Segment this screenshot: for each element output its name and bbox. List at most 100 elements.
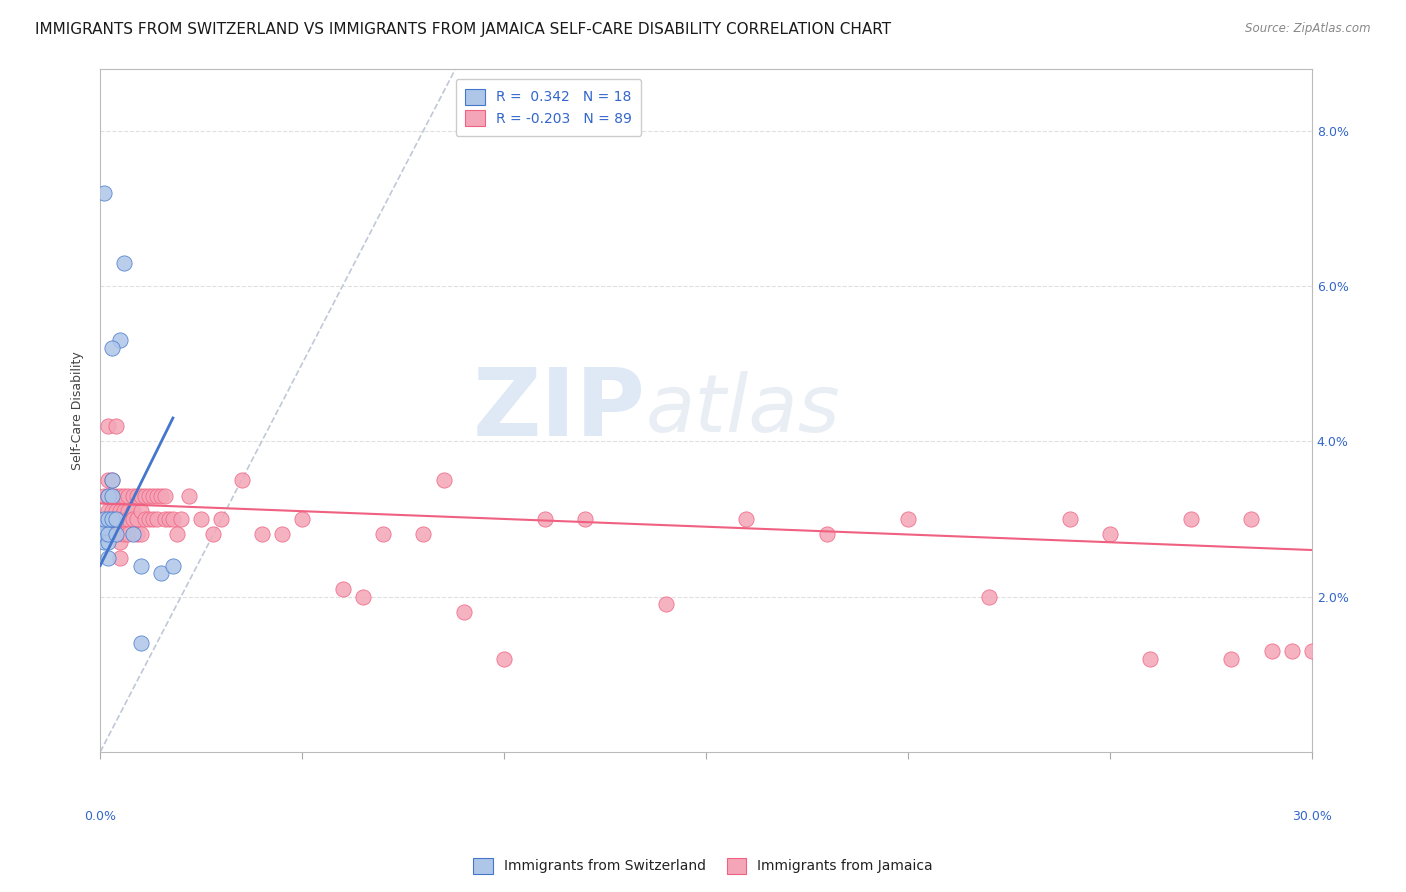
- Text: Source: ZipAtlas.com: Source: ZipAtlas.com: [1246, 22, 1371, 36]
- Point: [352, 590, 374, 604]
- Point: [105, 504, 128, 518]
- Point: [129, 558, 152, 573]
- Point: [815, 527, 838, 541]
- Point: [105, 489, 128, 503]
- Point: [105, 418, 128, 433]
- Point: [162, 558, 184, 573]
- Point: [1059, 512, 1081, 526]
- Point: [97, 473, 120, 487]
- Point: [110, 550, 132, 565]
- Legend: R =  0.342   N = 18, R = -0.203   N = 89: R = 0.342 N = 18, R = -0.203 N = 89: [456, 78, 641, 136]
- Point: [101, 527, 124, 541]
- Point: [134, 489, 156, 503]
- Point: [271, 527, 294, 541]
- Point: [412, 527, 434, 541]
- Point: [654, 598, 676, 612]
- Point: [114, 489, 136, 503]
- Point: [93, 512, 115, 526]
- Point: [101, 512, 124, 526]
- Point: [93, 186, 115, 200]
- Point: [101, 473, 124, 487]
- Point: [202, 527, 225, 541]
- Point: [453, 605, 475, 619]
- Point: [97, 418, 120, 433]
- Point: [101, 512, 124, 526]
- Point: [432, 473, 454, 487]
- Point: [117, 512, 139, 526]
- Point: [138, 489, 160, 503]
- Point: [125, 489, 148, 503]
- Point: [110, 334, 132, 348]
- Point: [97, 535, 120, 549]
- Point: [93, 489, 115, 503]
- Point: [105, 527, 128, 541]
- Point: [97, 550, 120, 565]
- Point: [149, 566, 172, 581]
- Point: [231, 473, 253, 487]
- Point: [1260, 644, 1282, 658]
- Point: [114, 504, 136, 518]
- Point: [977, 590, 1000, 604]
- Point: [157, 512, 180, 526]
- Point: [110, 512, 132, 526]
- Point: [1180, 512, 1202, 526]
- Point: [190, 512, 212, 526]
- Point: [117, 504, 139, 518]
- Point: [1240, 512, 1263, 526]
- Point: [110, 535, 132, 549]
- Point: [1139, 652, 1161, 666]
- Point: [291, 512, 314, 526]
- Point: [1220, 652, 1243, 666]
- Point: [101, 473, 124, 487]
- Point: [97, 489, 120, 503]
- Point: [1301, 644, 1323, 658]
- Point: [97, 512, 120, 526]
- Point: [897, 512, 920, 526]
- Point: [129, 489, 152, 503]
- Point: [110, 504, 132, 518]
- Point: [97, 504, 120, 518]
- Point: [125, 512, 148, 526]
- Point: [166, 527, 188, 541]
- Text: 30.0%: 30.0%: [1292, 810, 1331, 823]
- Point: [153, 489, 176, 503]
- Point: [332, 582, 354, 596]
- Point: [93, 527, 115, 541]
- Point: [101, 489, 124, 503]
- Point: [93, 535, 115, 549]
- Point: [134, 512, 156, 526]
- Point: [142, 512, 165, 526]
- Point: [129, 504, 152, 518]
- Point: [121, 489, 143, 503]
- Point: [138, 512, 160, 526]
- Point: [93, 519, 115, 533]
- Point: [129, 527, 152, 541]
- Point: [97, 527, 120, 541]
- Point: [93, 527, 115, 541]
- Point: [93, 512, 115, 526]
- Point: [114, 255, 136, 269]
- Text: ZIP: ZIP: [472, 364, 645, 456]
- Legend: Immigrants from Switzerland, Immigrants from Jamaica: Immigrants from Switzerland, Immigrants …: [467, 851, 939, 880]
- Point: [145, 512, 167, 526]
- Point: [574, 512, 596, 526]
- Text: 0.0%: 0.0%: [84, 810, 117, 823]
- Y-axis label: Self-Care Disability: Self-Care Disability: [72, 351, 84, 469]
- Point: [97, 489, 120, 503]
- Point: [735, 512, 758, 526]
- Point: [125, 527, 148, 541]
- Point: [1098, 527, 1121, 541]
- Point: [101, 341, 124, 355]
- Point: [209, 512, 232, 526]
- Point: [170, 512, 193, 526]
- Point: [153, 512, 176, 526]
- Point: [129, 636, 152, 650]
- Point: [97, 527, 120, 541]
- Point: [494, 652, 516, 666]
- Point: [371, 527, 394, 541]
- Point: [114, 512, 136, 526]
- Point: [105, 512, 128, 526]
- Text: IMMIGRANTS FROM SWITZERLAND VS IMMIGRANTS FROM JAMAICA SELF-CARE DISABILITY CORR: IMMIGRANTS FROM SWITZERLAND VS IMMIGRANT…: [35, 22, 891, 37]
- Point: [145, 489, 167, 503]
- Text: atlas: atlas: [645, 371, 841, 450]
